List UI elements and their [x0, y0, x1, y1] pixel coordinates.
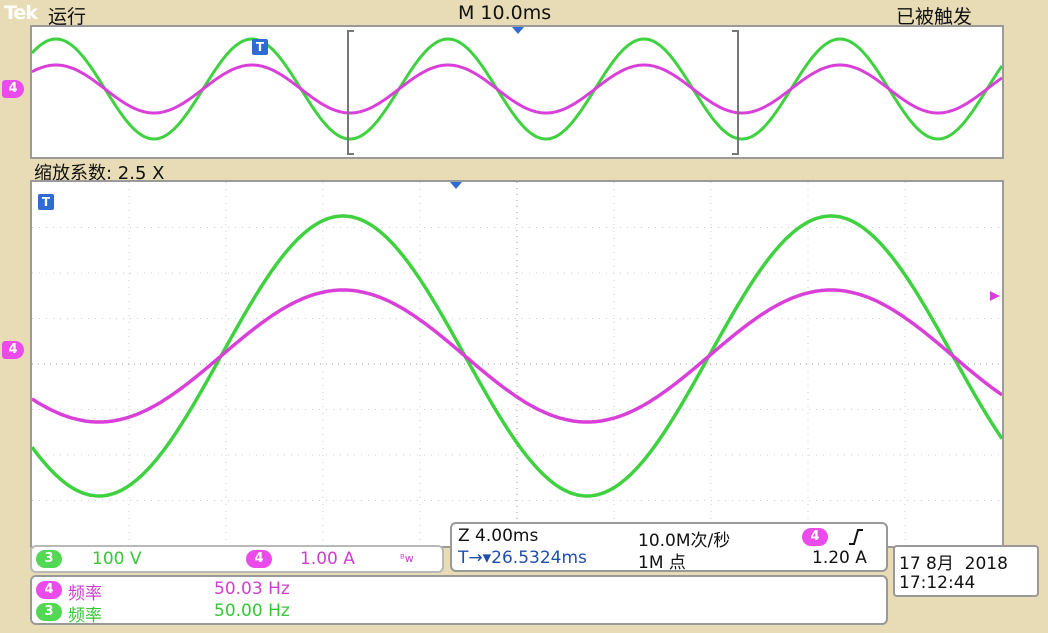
overview-waveform-panel[interactable]: T	[30, 25, 1004, 159]
time: 17:12:44	[899, 573, 976, 593]
ch4-scale: 1.00 A	[300, 549, 355, 569]
meas1-source-badge: 4	[36, 581, 62, 599]
rising-edge-icon	[849, 529, 863, 545]
ch4-zoom-ground-marker-icon[interactable]: 4	[2, 341, 24, 359]
overview-trigger-marker-icon: T	[252, 39, 268, 55]
meas2-source-badge: 3	[36, 603, 62, 621]
channel-scale-bar[interactable]: 3 100 V 4 1.00 A ᴮw	[30, 545, 444, 573]
zoom-window-bracket	[347, 30, 739, 155]
meas1-name: 频率	[68, 584, 102, 604]
brand-logo: Tek	[4, 2, 38, 24]
overview-ch4-trace	[32, 63, 1002, 115]
meas2-name: 频率	[68, 606, 102, 626]
date-time-display: 17 8月 2018 17:12:44	[893, 545, 1039, 597]
ch3-scale: 100 V	[92, 549, 142, 569]
meas2-value: 50.00 Hz	[214, 601, 290, 621]
overview-trigger-pos-icon	[512, 27, 524, 34]
zoom-trigger-marker-icon: T	[38, 194, 54, 210]
zoom-waveform-panel[interactable]: T	[30, 180, 1004, 548]
horizontal-trigger-info[interactable]: Z 4.00ms 10.0M次/秒 4 T→▾26.5324ms 1M 点 1.…	[450, 522, 888, 573]
ch3-voltage-trace	[32, 214, 1002, 498]
measurement-row[interactable]: 4 频率 50.03 Hz	[32, 579, 432, 604]
ch3-badge[interactable]: 3	[36, 550, 62, 568]
trigger-level: 1.20 A	[812, 548, 867, 568]
ch4-badge[interactable]: 4	[246, 550, 272, 568]
trigger-state: 已被触发	[895, 6, 972, 28]
ch4-current-trace	[32, 288, 1002, 424]
ch4-ground-marker-icon[interactable]: 4	[2, 80, 24, 98]
record-length: 1M 点	[638, 553, 686, 573]
graticule	[32, 182, 1002, 546]
meas1-value: 50.03 Hz	[214, 579, 290, 599]
bandwidth-limit-icon: ᴮw	[400, 552, 414, 565]
timebase-readout[interactable]: M 10.0ms	[458, 2, 552, 24]
measurement-row[interactable]: 3 频率 50.00 Hz	[32, 601, 432, 626]
zoom-trigger-pos-icon	[450, 182, 462, 189]
sample-rate: 10.0M次/秒	[638, 531, 731, 551]
trigger-source-badge: 4	[802, 528, 828, 546]
zoom-factor-label: 缩放系数: 2.5 X	[34, 163, 165, 184]
run-state: 运行	[48, 6, 87, 28]
status-bar: Tek 运行 M 10.0ms 已被触发	[0, 0, 1048, 28]
date: 17 8月 2018	[899, 554, 1008, 574]
trigger-position: T→▾26.5324ms	[458, 548, 587, 568]
measurements-panel[interactable]: 4 频率 50.03 Hz 3 频率 50.00 Hz	[30, 575, 888, 626]
zoom-scale: Z 4.00ms	[458, 526, 539, 546]
trigger-level-arrow-icon	[990, 291, 1000, 301]
overview-ch3-trace	[32, 37, 1002, 141]
